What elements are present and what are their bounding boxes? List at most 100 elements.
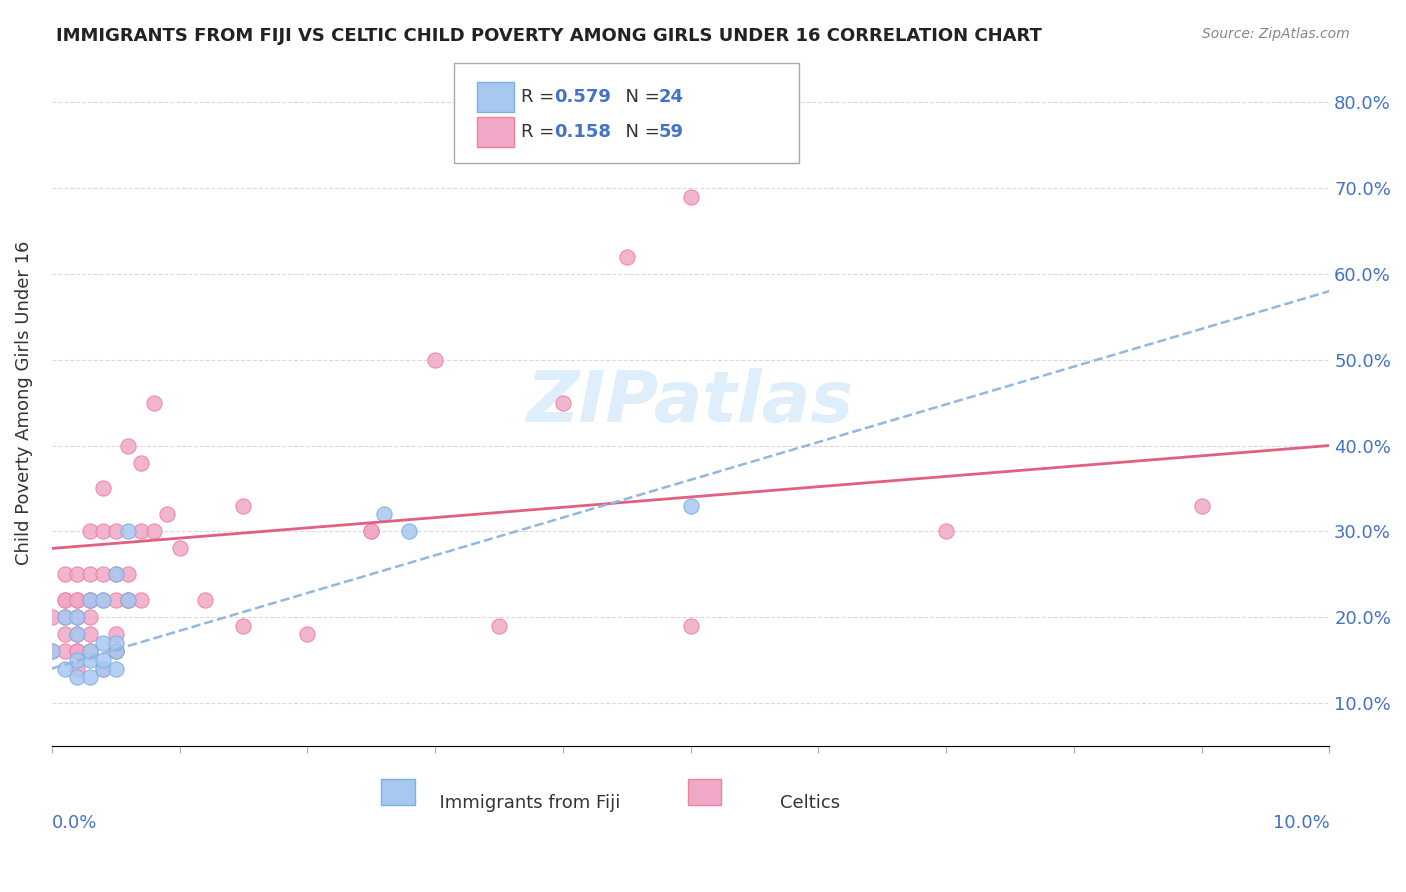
Y-axis label: Child Poverty Among Girls Under 16: Child Poverty Among Girls Under 16 — [15, 241, 32, 565]
Point — [104, 661, 127, 675]
Point — [398, 524, 420, 539]
Point — [79, 670, 101, 684]
Point — [66, 627, 89, 641]
Point — [91, 593, 114, 607]
Text: Source: ZipAtlas.com: Source: ZipAtlas.com — [1202, 27, 1350, 41]
Point — [79, 593, 101, 607]
Point — [66, 661, 89, 675]
Point — [53, 610, 76, 624]
Point — [53, 610, 76, 624]
Point — [679, 190, 702, 204]
Point — [104, 636, 127, 650]
Point — [79, 644, 101, 658]
Point — [117, 524, 139, 539]
Point — [53, 661, 76, 675]
Text: 0.0%: 0.0% — [52, 814, 97, 832]
Point — [79, 593, 101, 607]
Point — [129, 456, 152, 470]
Point — [79, 644, 101, 658]
Point — [91, 524, 114, 539]
FancyBboxPatch shape — [381, 779, 415, 805]
Point — [79, 567, 101, 582]
Point — [53, 593, 76, 607]
Point — [1191, 499, 1213, 513]
Text: R =: R = — [520, 88, 560, 106]
Point — [360, 524, 382, 539]
Point — [91, 593, 114, 607]
Text: Immigrants from Fiji: Immigrants from Fiji — [429, 794, 620, 812]
Point — [53, 627, 76, 641]
Point — [66, 653, 89, 667]
Point — [142, 395, 165, 409]
Point — [297, 627, 319, 641]
Point — [104, 593, 127, 607]
Point — [117, 438, 139, 452]
Point — [91, 567, 114, 582]
Point — [423, 352, 446, 367]
Text: 24: 24 — [658, 88, 683, 106]
Point — [129, 524, 152, 539]
Text: R =: R = — [520, 122, 560, 141]
Point — [66, 567, 89, 582]
Point — [91, 653, 114, 667]
Point — [232, 618, 254, 632]
Point — [104, 567, 127, 582]
Point — [91, 636, 114, 650]
Point — [79, 524, 101, 539]
Point — [91, 661, 114, 675]
Point — [142, 524, 165, 539]
Point — [66, 644, 89, 658]
Point — [104, 644, 127, 658]
Point — [104, 644, 127, 658]
Point — [41, 644, 63, 658]
Point — [679, 618, 702, 632]
Point — [117, 593, 139, 607]
Point — [66, 610, 89, 624]
Text: N =: N = — [614, 122, 665, 141]
Point — [194, 593, 217, 607]
Point — [117, 567, 139, 582]
Text: ZIPatlas: ZIPatlas — [527, 368, 855, 437]
Point — [679, 499, 702, 513]
Point — [104, 567, 127, 582]
Point — [79, 627, 101, 641]
Point — [53, 593, 76, 607]
Point — [66, 610, 89, 624]
Point — [117, 593, 139, 607]
Point — [232, 499, 254, 513]
Point — [373, 507, 395, 521]
Text: 0.158: 0.158 — [554, 122, 610, 141]
FancyBboxPatch shape — [454, 63, 799, 162]
Point — [91, 661, 114, 675]
Point — [616, 250, 638, 264]
Point — [66, 670, 89, 684]
Point — [117, 593, 139, 607]
FancyBboxPatch shape — [477, 82, 515, 112]
Text: IMMIGRANTS FROM FIJI VS CELTIC CHILD POVERTY AMONG GIRLS UNDER 16 CORRELATION CH: IMMIGRANTS FROM FIJI VS CELTIC CHILD POV… — [56, 27, 1042, 45]
Text: Celtics: Celtics — [780, 794, 839, 812]
Point — [935, 524, 957, 539]
Point — [488, 618, 510, 632]
Point — [53, 567, 76, 582]
Point — [66, 644, 89, 658]
Point — [41, 610, 63, 624]
Point — [53, 644, 76, 658]
FancyBboxPatch shape — [688, 779, 721, 805]
Point — [360, 524, 382, 539]
Point — [79, 653, 101, 667]
Text: 59: 59 — [658, 122, 683, 141]
Point — [79, 610, 101, 624]
FancyBboxPatch shape — [477, 117, 515, 147]
Point — [104, 524, 127, 539]
Point — [156, 507, 179, 521]
Point — [41, 644, 63, 658]
Point — [551, 395, 574, 409]
Point — [66, 593, 89, 607]
Text: N =: N = — [614, 88, 665, 106]
Point — [169, 541, 191, 556]
Point — [129, 593, 152, 607]
Point — [104, 644, 127, 658]
Point — [79, 593, 101, 607]
Text: 0.579: 0.579 — [554, 88, 610, 106]
Point — [66, 593, 89, 607]
